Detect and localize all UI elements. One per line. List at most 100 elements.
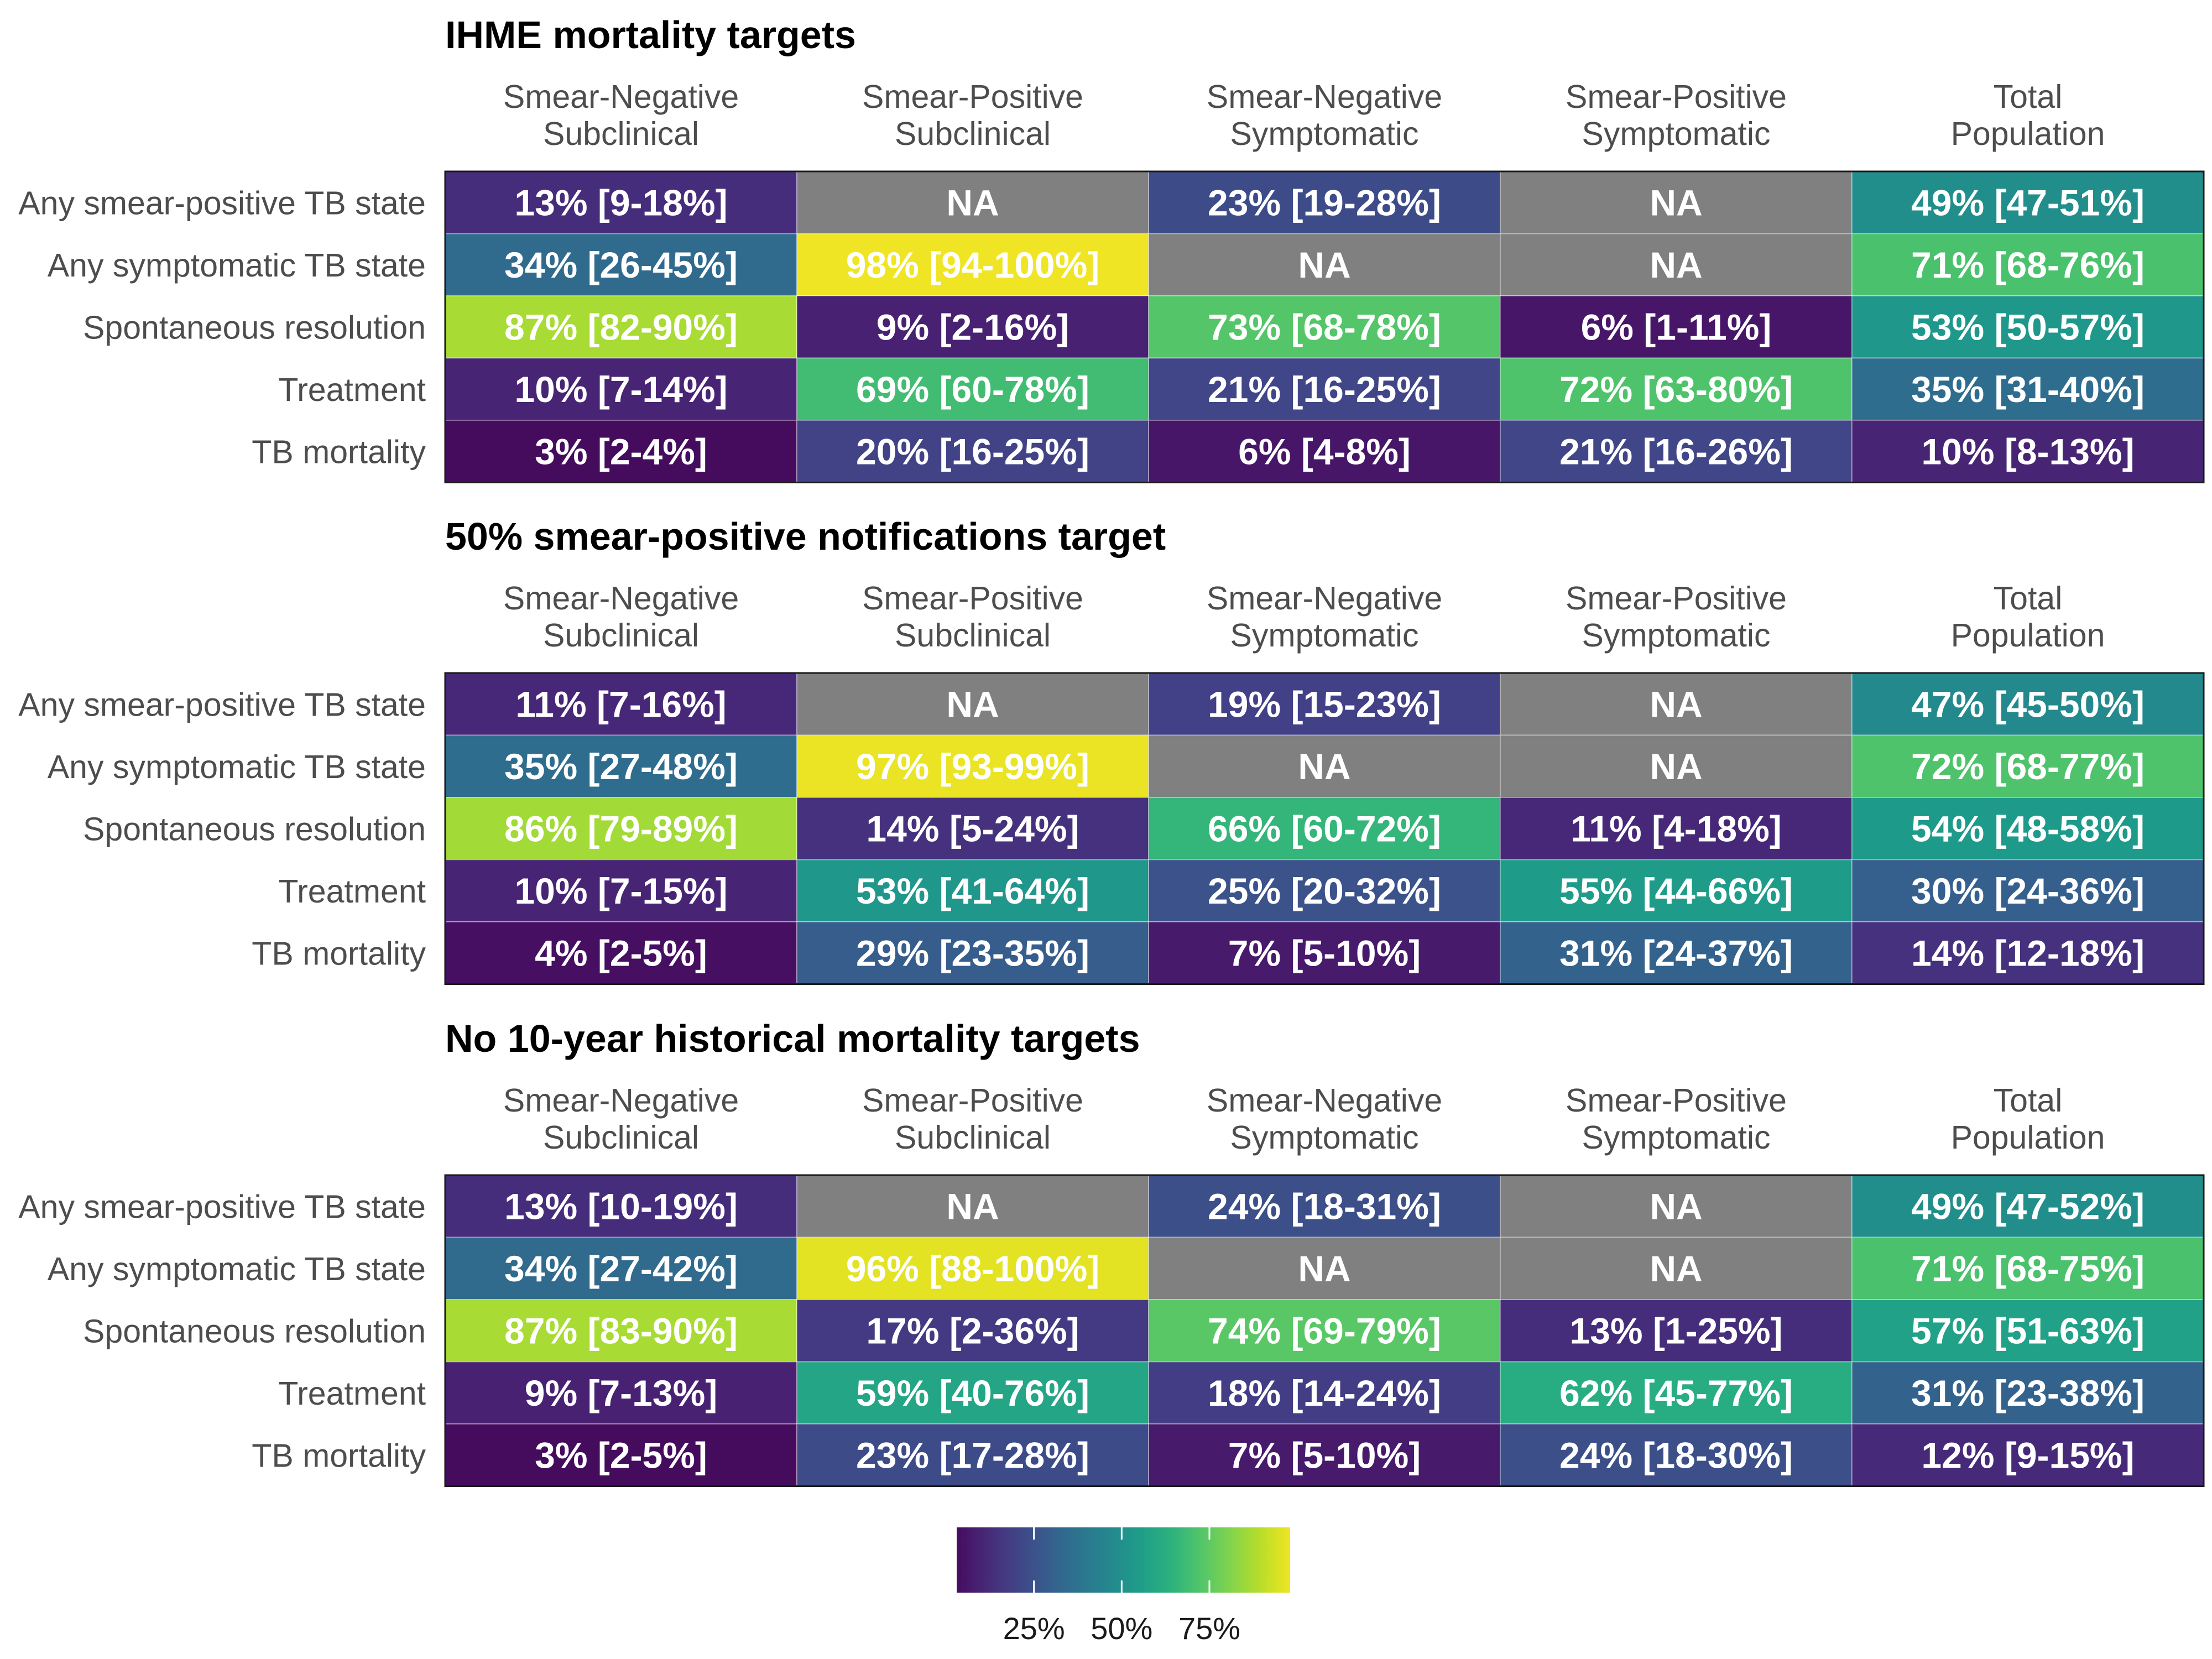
cell-label: 71% [68-76%]	[1911, 244, 2145, 285]
cell-label: 13% [9-18%]	[514, 182, 727, 223]
column-label: Population	[1951, 617, 2105, 654]
heatmap-cell	[1500, 859, 1853, 922]
heatmap-cell	[796, 1237, 1149, 1300]
cell-label: 13% [10-19%]	[504, 1186, 738, 1227]
heatmap-cell	[796, 1423, 1149, 1487]
heatmap-cell	[1851, 672, 2204, 736]
cell-label: 35% [31-40%]	[1911, 369, 2145, 410]
cell-label: NA	[1298, 244, 1350, 285]
cell-label: 29% [23-35%]	[856, 932, 1089, 973]
cell-label: 34% [27-42%]	[504, 1248, 738, 1289]
heatmap-cell-na	[1500, 171, 1853, 234]
column-label: Smear-Negative	[1207, 79, 1442, 115]
heatmap-cell	[1148, 420, 1501, 483]
cell-label: 34% [26-45%]	[504, 244, 738, 285]
cell-label: 49% [47-51%]	[1911, 182, 2145, 223]
heatmap-cell	[1851, 1237, 2204, 1300]
heatmap-cell	[1148, 295, 1501, 359]
cell-label: 21% [16-26%]	[1559, 431, 1793, 472]
heatmap-cell	[1148, 1299, 1501, 1363]
column-label: Symptomatic	[1582, 617, 1771, 654]
cell-label: 10% [8-13%]	[1921, 431, 2134, 472]
column-label: Smear-Positive	[1566, 580, 1787, 617]
heatmap-cell-na	[1500, 672, 1853, 736]
heatmap-cell	[1148, 1175, 1501, 1238]
row-label: Any smear-positive TB state	[18, 1188, 426, 1225]
cell-label: 96% [88-100%]	[846, 1248, 1100, 1289]
heatmap-cell	[1851, 1423, 2204, 1487]
cell-label: 11% [4-18%]	[1571, 808, 1782, 849]
heatmap-cell	[1851, 921, 2204, 985]
row-label: Spontaneous resolution	[83, 309, 426, 346]
row-label: TB mortality	[252, 434, 426, 470]
column-label: Smear-Negative	[503, 79, 739, 115]
row-label: Any symptomatic TB state	[48, 1251, 426, 1287]
cell-label: 14% [12-18%]	[1911, 932, 2145, 973]
heatmap-cell	[1851, 295, 2204, 359]
row-label: TB mortality	[252, 935, 426, 972]
column-label: Subclinical	[895, 617, 1051, 654]
cell-label: 66% [60-72%]	[1208, 808, 1441, 849]
heatmap-cell	[796, 295, 1149, 359]
cell-label: 23% [19-28%]	[1208, 182, 1441, 223]
row-label: Spontaneous resolution	[83, 811, 426, 847]
row-label: Spontaneous resolution	[83, 1313, 426, 1349]
cell-label: 55% [44-66%]	[1559, 870, 1793, 911]
legend-colorbar	[957, 1527, 1290, 1593]
heatmap-cell-na	[1500, 1175, 1853, 1238]
cell-label: 23% [17-28%]	[856, 1434, 1089, 1475]
cell-label: 87% [82-90%]	[504, 306, 738, 347]
heatmap-cell	[796, 859, 1149, 922]
column-label: Symptomatic	[1230, 116, 1419, 152]
cell-label: 19% [15-23%]	[1208, 684, 1441, 724]
column-label: Smear-Positive	[862, 580, 1083, 617]
column-label: Symptomatic	[1230, 617, 1419, 654]
column-label: Smear-Positive	[1566, 79, 1787, 115]
heatmap-cell	[1148, 797, 1501, 860]
cell-label: 17% [2-36%]	[866, 1310, 1079, 1351]
heatmap-cell	[445, 171, 797, 234]
cell-label: NA	[1298, 746, 1350, 787]
heatmap-cell	[445, 1423, 797, 1487]
cell-label: 6% [4-8%]	[1238, 431, 1411, 472]
cell-label: 72% [68-77%]	[1911, 746, 2145, 787]
heatmap-cell	[796, 1361, 1149, 1425]
row-label: Treatment	[278, 1375, 426, 1412]
legend-tick-label: 50%	[1091, 1611, 1152, 1646]
cell-label: NA	[1650, 746, 1702, 787]
column-label: Population	[1951, 1119, 2105, 1156]
cell-label: 10% [7-15%]	[514, 870, 727, 911]
cell-label: 59% [40-76%]	[856, 1373, 1089, 1413]
cell-label: 20% [16-25%]	[856, 431, 1089, 472]
cell-label: 24% [18-31%]	[1208, 1186, 1441, 1227]
panel-border	[444, 170, 2205, 483]
column-label: Total	[1994, 1082, 2063, 1119]
heatmap-cell-na	[1148, 233, 1501, 296]
cell-label: 7% [5-10%]	[1228, 1434, 1421, 1475]
column-label: Subclinical	[543, 617, 699, 654]
cell-label: 47% [45-50%]	[1911, 684, 2145, 724]
cell-label: 53% [50-57%]	[1911, 306, 2145, 347]
cell-label: 35% [27-48%]	[504, 746, 738, 787]
cell-label: 24% [18-30%]	[1559, 1434, 1793, 1475]
cell-label: 18% [14-24%]	[1208, 1373, 1441, 1413]
heatmap-cell	[1851, 859, 2204, 922]
column-label: Symptomatic	[1582, 1119, 1771, 1156]
heatmap-cell-na	[1500, 1237, 1853, 1300]
cell-label: 9% [2-16%]	[877, 306, 1069, 347]
heatmap-cell	[1148, 357, 1501, 421]
column-label: Smear-Negative	[503, 1082, 739, 1119]
heatmap-cell	[445, 672, 797, 736]
column-label: Smear-Negative	[1207, 1082, 1442, 1119]
cell-label: 12% [9-15%]	[1921, 1434, 2134, 1475]
heatmap-cell	[1148, 1361, 1501, 1425]
heatmap-cell	[1148, 921, 1501, 985]
heatmap-cell	[445, 233, 797, 296]
cell-label: 98% [94-100%]	[846, 244, 1100, 285]
heatmap-cell	[796, 357, 1149, 421]
heatmap-cell	[1851, 357, 2204, 421]
heatmap-cell	[445, 1237, 797, 1300]
column-label: Total	[1994, 79, 2063, 115]
row-label: Any smear-positive TB state	[18, 686, 426, 723]
